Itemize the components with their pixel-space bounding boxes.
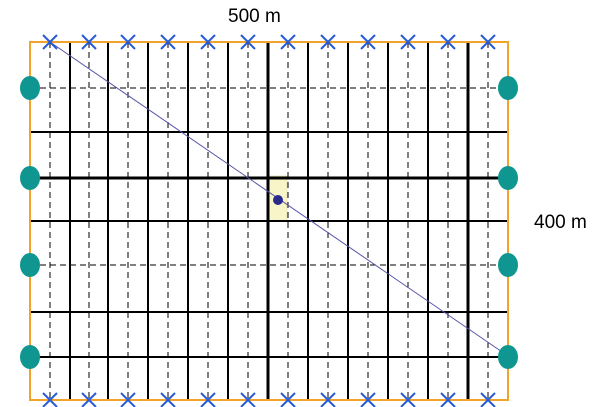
x-marker-stroke — [120, 392, 136, 407]
x-marker-stroke — [280, 34, 296, 50]
width-dimension-label: 500 m — [228, 6, 281, 27]
x-marker-stroke — [360, 34, 376, 50]
x-marker-stroke — [160, 34, 176, 50]
x-marker-icon — [440, 392, 456, 407]
circle-node-icon — [498, 345, 518, 369]
x-marker-icon — [200, 34, 216, 50]
x-marker-stroke — [240, 392, 256, 407]
x-marker-icon — [120, 34, 136, 50]
center-dot-icon — [273, 195, 283, 205]
x-marker-stroke — [160, 392, 176, 407]
x-marker-icon — [280, 34, 296, 50]
x-marker-icon — [81, 392, 97, 407]
x-marker-stroke — [400, 34, 416, 50]
x-marker-icon — [320, 392, 336, 407]
circle-node-icon — [498, 76, 518, 100]
x-marker-icon — [240, 392, 256, 407]
x-marker-stroke — [42, 392, 58, 407]
x-marker-icon — [280, 392, 296, 407]
x-marker-icon — [42, 392, 58, 407]
x-marker-icon — [400, 34, 416, 50]
x-marker-icon — [480, 34, 496, 50]
survey-boundary — [29, 41, 509, 401]
x-marker-icon — [120, 392, 136, 407]
x-marker-stroke — [240, 34, 256, 50]
x-marker-stroke — [320, 392, 336, 407]
x-marker-icon — [200, 392, 216, 407]
x-marker-icon — [360, 392, 376, 407]
height-dimension-label: 400 m — [534, 212, 587, 233]
x-marker-icon — [320, 34, 336, 50]
circle-node-icon — [498, 166, 518, 190]
x-marker-stroke — [320, 34, 336, 50]
x-marker-stroke — [120, 34, 136, 50]
x-marker-icon — [160, 392, 176, 407]
x-marker-icon — [81, 34, 97, 50]
x-marker-stroke — [81, 392, 97, 407]
x-marker-stroke — [440, 34, 456, 50]
circle-node-icon — [20, 253, 40, 277]
x-marker-icon — [400, 392, 416, 407]
x-marker-icon — [480, 392, 496, 407]
x-marker-stroke — [360, 392, 376, 407]
circle-node-icon — [20, 76, 40, 100]
x-marker-stroke — [400, 392, 416, 407]
x-marker-icon — [440, 34, 456, 50]
x-marker-stroke — [200, 392, 216, 407]
x-marker-stroke — [81, 34, 97, 50]
x-marker-icon — [360, 34, 376, 50]
x-marker-stroke — [200, 34, 216, 50]
x-marker-stroke — [480, 392, 496, 407]
x-marker-stroke — [280, 392, 296, 407]
x-marker-icon — [42, 34, 58, 50]
x-marker-stroke — [42, 34, 58, 50]
circle-node-icon — [498, 253, 518, 277]
x-marker-icon — [160, 34, 176, 50]
circle-node-icon — [20, 166, 40, 190]
circle-node-icon — [20, 345, 40, 369]
x-marker-icon — [240, 34, 256, 50]
x-marker-stroke — [440, 392, 456, 407]
x-marker-stroke — [480, 34, 496, 50]
